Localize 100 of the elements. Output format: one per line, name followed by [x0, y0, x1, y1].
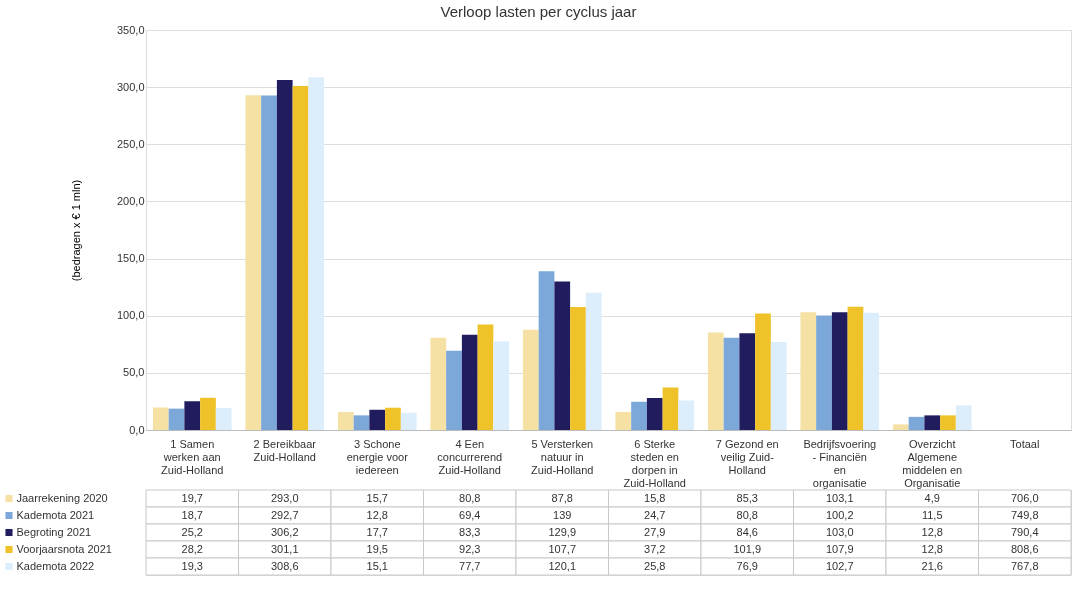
bar: [400, 412, 417, 430]
data-label: 19,7: [181, 491, 203, 504]
bar: [631, 401, 647, 430]
text: 790,4: [1010, 525, 1039, 538]
bar: [739, 333, 756, 430]
data-label: 120,1: [548, 559, 577, 572]
data-label: 12,8: [921, 525, 943, 538]
bar: [662, 387, 679, 430]
bar: [908, 416, 925, 430]
bar: [723, 337, 740, 430]
y-axis-title: (bedragen x € 1 mln): [69, 179, 82, 282]
data-label: 101,9: [733, 542, 762, 555]
y-tick-label: 350,0: [116, 23, 145, 36]
data-label: 301,1: [270, 542, 299, 555]
bar: [570, 306, 586, 430]
y-tick-label: 300,0: [116, 80, 145, 93]
bar: [215, 407, 232, 430]
x-tick-label: Bedrijfsvoering - Financiën en organisatie: [803, 437, 877, 489]
x-tick-label: 3 Schone energie voor iedereen: [346, 437, 409, 476]
data-label: 76,9: [736, 559, 758, 572]
data-label: 12,8: [366, 508, 388, 521]
data-label: 37,2: [644, 542, 666, 555]
data-label: 107,9: [825, 542, 854, 555]
data-label: 80,8: [459, 491, 481, 504]
bar: [477, 324, 494, 430]
x-tick-label: 5 Versterken natuur in Zuid-Holland: [531, 437, 594, 476]
data-label: 15,7: [366, 491, 388, 504]
bar: [924, 415, 941, 430]
bar: [892, 424, 909, 430]
bar: [369, 409, 386, 430]
bar: [707, 332, 724, 430]
data-label: 15,1: [366, 559, 388, 572]
data-label: 107,7: [548, 542, 577, 555]
bar: [770, 342, 787, 430]
bar: [245, 95, 262, 430]
x-tick-label: 2 Bereikbaar Zuid-Holland: [253, 437, 317, 463]
data-label: 139: [553, 508, 572, 521]
bar: [678, 400, 695, 430]
bar: [461, 334, 478, 430]
bar: [337, 412, 354, 430]
data-label: 24,7: [644, 508, 666, 521]
bar: [292, 85, 309, 430]
data-label: 292,7: [270, 508, 299, 521]
bar: [816, 315, 832, 430]
data-label: 21,6: [921, 559, 943, 572]
bar: [308, 77, 325, 430]
y-tick-label: 150,0: [116, 252, 145, 265]
data-label: 306,2: [270, 525, 299, 538]
data-label: 28,2: [181, 542, 203, 555]
chart-title: Verloop lasten per cyclus jaar: [440, 2, 637, 20]
bar: [261, 95, 277, 430]
data-label: 19,5: [366, 542, 388, 555]
bar: [831, 312, 848, 430]
bar: [800, 312, 817, 430]
bar: [554, 281, 571, 430]
data-label: 69,4: [459, 508, 481, 521]
data-label: 103,0: [825, 525, 854, 538]
data-label: 100,2: [825, 508, 854, 521]
data-label: 80,8: [736, 508, 758, 521]
x-tick-label: 6 Sterke steden en dorpen in Zuid-Holland: [623, 437, 686, 489]
x-tick-label: Overzicht Algemene middelen en Organisatie: [902, 437, 963, 489]
data-label: 84,6: [736, 525, 758, 538]
bar: [847, 306, 864, 430]
y-tick-label: 250,0: [116, 137, 145, 150]
legend-label: Jaarrekening 2020: [16, 491, 108, 504]
bar: [446, 350, 462, 430]
y-tick-label: 100,0: [116, 309, 145, 322]
x-tick-label: 4 Een concurrerend Zuid-Holland: [437, 437, 503, 476]
data-label: 19,3: [181, 559, 203, 572]
text: 749,8: [1010, 508, 1039, 521]
data-label: 83,3: [459, 525, 481, 538]
text: 767,8: [1010, 559, 1039, 572]
data-label: 77,7: [459, 559, 481, 572]
legend-label: Voorjaarsnota 2021: [16, 542, 112, 555]
data-label: 15,8: [644, 491, 666, 504]
bar: [430, 337, 447, 430]
data-label: 92,3: [459, 542, 481, 555]
bar: [168, 408, 185, 430]
bar: [755, 313, 771, 430]
bar: [955, 405, 972, 430]
data-label: 308,6: [270, 559, 299, 572]
data-label: 25,2: [181, 525, 203, 538]
bar: [353, 415, 370, 430]
bar: [646, 398, 663, 430]
data-label: 103,1: [825, 491, 854, 504]
bar: [522, 329, 539, 430]
text: 808,6: [1010, 542, 1039, 555]
data-label: 12,8: [921, 542, 943, 555]
legend-label: Begroting 2021: [16, 525, 92, 538]
data-label: 4,9: [924, 491, 940, 504]
bar: [615, 411, 632, 430]
legend-label: Kademota 2022: [16, 559, 95, 572]
data-label: 27,9: [644, 525, 666, 538]
y-tick-label: 0,0: [129, 423, 145, 436]
bar: [184, 401, 201, 430]
bar: [585, 292, 602, 430]
data-label: 293,0: [270, 491, 299, 504]
bar: [493, 341, 510, 430]
data-label: 87,8: [551, 491, 573, 504]
bar: [276, 80, 293, 430]
